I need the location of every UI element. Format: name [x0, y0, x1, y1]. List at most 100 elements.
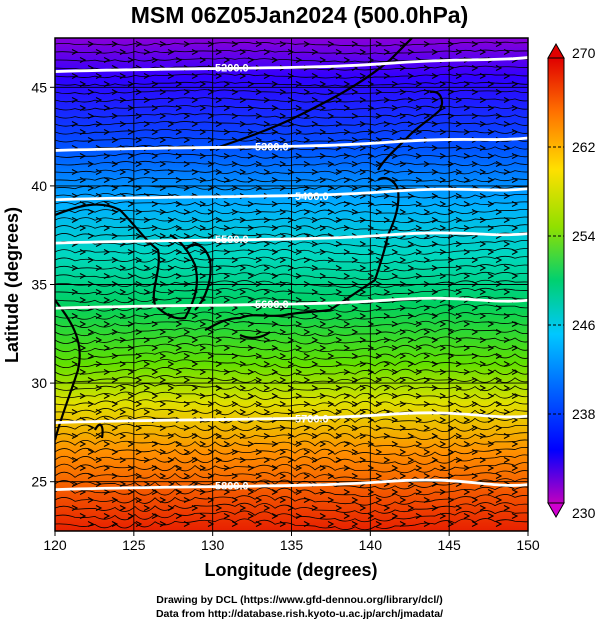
wind-arrow [359, 241, 367, 247]
streamline [55, 454, 528, 465]
wind-arrow [455, 73, 463, 79]
wind-arrow [79, 321, 87, 327]
contour-label: 5400.0 [295, 191, 329, 203]
wind-arrow [191, 433, 199, 439]
wind-arrow [239, 121, 247, 127]
wind-arrow [255, 377, 263, 383]
wind-arrow [415, 441, 423, 447]
wind-arrow [311, 97, 319, 103]
wind-arrow [87, 161, 95, 167]
wind-arrow [503, 505, 511, 511]
wind-arrow [367, 201, 375, 207]
wind-arrow [391, 105, 399, 111]
colorbar-top-triangle [547, 42, 565, 59]
wind-arrow [287, 97, 295, 103]
wind-arrow [319, 81, 327, 87]
wind-arrow [295, 489, 303, 495]
wind-arrow [279, 137, 287, 143]
wind-arrow [143, 505, 151, 511]
streamline [55, 89, 528, 95]
wind-arrow [335, 97, 343, 103]
credit-line-dcl: Drawing by DCL (https://www.gfd-dennou.o… [156, 594, 443, 606]
wind-arrow [431, 49, 439, 55]
wind-arrow [159, 353, 167, 359]
wind-arrow [343, 441, 351, 447]
contour-line [54, 296, 529, 310]
wind-arrow [391, 273, 399, 279]
wind-arrow [79, 153, 87, 159]
wind-arrow [479, 241, 487, 247]
wind-arrow [87, 401, 95, 407]
wind-arrow [239, 73, 247, 79]
streamline [55, 168, 528, 175]
wind-arrow [239, 385, 247, 391]
wind-arrow [303, 209, 311, 215]
wind-arrow [231, 257, 239, 263]
wind-arrow [423, 65, 431, 71]
wind-arrow [383, 289, 391, 295]
wind-arrow [127, 57, 135, 63]
wind-arrow [407, 385, 415, 391]
wind-arrow [495, 41, 503, 47]
streamline [55, 97, 528, 103]
wind-arrow [287, 385, 295, 391]
coastline-taiwan [94, 423, 104, 439]
wind-arrow [215, 313, 223, 319]
wind-arrow [407, 313, 415, 319]
wind-arrow [407, 193, 415, 199]
wind-arrow [455, 265, 463, 271]
wind-arrow [79, 81, 87, 87]
streamline [55, 510, 528, 523]
wind-arrow [399, 113, 407, 119]
wind-arrow [319, 321, 327, 327]
wind-arrow [167, 289, 175, 295]
wind-arrow [143, 457, 151, 463]
wind-arrow [423, 113, 431, 119]
wind-arrow [247, 465, 255, 471]
wind-arrow [455, 145, 463, 151]
wind-arrow [479, 97, 487, 103]
wind-arrow [287, 217, 295, 223]
wind-arrow [503, 313, 511, 319]
wind-arrow [159, 113, 167, 119]
wind-arrow [303, 137, 311, 143]
wind-arrow [287, 265, 295, 271]
coastline-hokkaido [377, 90, 444, 171]
wind-arrow [135, 401, 143, 407]
wind-arrow [223, 441, 231, 447]
wind-arrow [495, 209, 503, 215]
wind-arrow [175, 201, 183, 207]
wind-arrow [359, 313, 367, 319]
wind-arrow [239, 217, 247, 223]
wind-arrow [119, 49, 127, 55]
wind-arrow [455, 337, 463, 343]
wind-arrow [319, 153, 327, 159]
wind-arrow [231, 377, 239, 383]
wind-arrow [223, 393, 231, 399]
wind-arrow [119, 169, 127, 175]
wind-arrow [319, 273, 327, 279]
wind-arrow [503, 385, 511, 391]
wind-arrow [399, 89, 407, 95]
wind-arrow [191, 313, 199, 319]
streamline [55, 185, 528, 191]
wind-arrow [295, 153, 303, 159]
wind-arrow [287, 505, 295, 511]
wind-arrow [87, 41, 95, 47]
wind-arrow [447, 377, 455, 383]
wind-arrow [135, 89, 143, 95]
wind-arrow [79, 369, 87, 375]
y-tick-label: 25 [31, 474, 47, 490]
wind-arrow [463, 201, 471, 207]
wind-arrow [87, 89, 95, 95]
wind-arrow [343, 225, 351, 231]
wind-arrow [375, 377, 383, 383]
wind-arrow [103, 129, 111, 135]
wind-arrow [295, 105, 303, 111]
wind-arrow [391, 345, 399, 351]
wind-arrow [135, 473, 143, 479]
wind-arrow [375, 401, 383, 407]
wind-arrow [423, 497, 431, 503]
wind-arrow [111, 113, 119, 119]
